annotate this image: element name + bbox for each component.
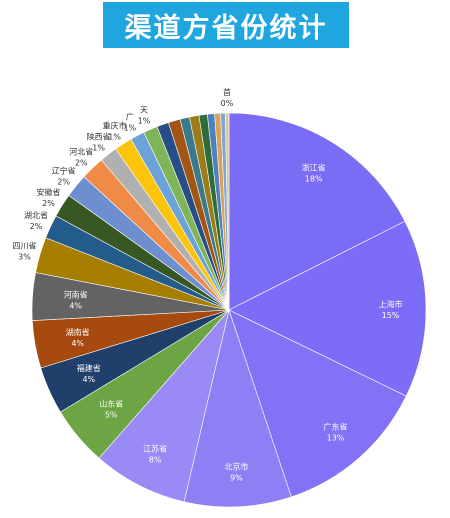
pie-slice bbox=[225, 112, 230, 311]
chart-title: 渠道方省份统计 bbox=[124, 12, 328, 44]
slice-label: 辽宁省 bbox=[52, 166, 76, 176]
slice-label: 福建省 bbox=[77, 363, 101, 373]
slice-label: 四川省 bbox=[13, 240, 37, 250]
slice-label: 湖北省 bbox=[24, 210, 48, 220]
slice-label: 上海市 bbox=[379, 299, 403, 309]
slice-percent-label: 5% bbox=[105, 411, 118, 420]
slice-label: 陕西省 bbox=[87, 132, 111, 142]
slice-percent-label: 18% bbox=[305, 174, 323, 183]
pie-slice bbox=[228, 220, 427, 397]
slice-percent-label: 9% bbox=[230, 473, 243, 482]
slice-percent-label: 13% bbox=[327, 433, 345, 442]
slice-percent-label: 8% bbox=[149, 456, 162, 465]
chart-title-banner: 渠道方省份统计 bbox=[103, 2, 349, 48]
slice-percent-label: 4% bbox=[71, 339, 84, 348]
slice-label: 天 bbox=[140, 106, 148, 115]
slice-percent-label: 1% bbox=[92, 144, 105, 153]
pie-slice bbox=[228, 309, 407, 498]
pie-slice bbox=[183, 308, 292, 508]
slice-label: 浙江省 bbox=[302, 162, 326, 172]
pie-slice bbox=[228, 112, 406, 311]
pie-slice bbox=[98, 309, 230, 503]
slice-percent-label: 1% bbox=[108, 132, 121, 141]
slice-percent-label: 4% bbox=[69, 301, 82, 310]
slice-label: 湖南省 bbox=[66, 327, 90, 337]
slice-label: 河北省 bbox=[69, 147, 93, 157]
slice-percent-label: 3% bbox=[18, 252, 31, 261]
slice-percent-label: 2% bbox=[30, 222, 43, 231]
slice-label: 重庆市 bbox=[103, 120, 127, 130]
slice-percent-label: 0% bbox=[221, 99, 234, 108]
slice-percent-label: 15% bbox=[382, 311, 400, 320]
slice-label: 安徽省 bbox=[37, 187, 61, 197]
slice-percent-label: 4% bbox=[82, 375, 95, 384]
slice-label: 山东省 bbox=[99, 399, 123, 409]
slice-label: 江苏省 bbox=[143, 444, 167, 454]
slice-label: 首 bbox=[223, 87, 231, 97]
slice-percent-label: 1% bbox=[138, 117, 151, 126]
slice-percent-label: 2% bbox=[75, 159, 88, 168]
slice-label: 北京市 bbox=[224, 461, 248, 471]
slice-percent-label: 2% bbox=[42, 199, 55, 208]
slice-percent-label: 2% bbox=[57, 178, 70, 187]
slice-label: 河南省 bbox=[64, 289, 88, 299]
slice-percent-label: 1% bbox=[123, 124, 136, 133]
slice-label: 广 bbox=[126, 112, 134, 122]
slice-label: 广东省 bbox=[324, 421, 348, 431]
